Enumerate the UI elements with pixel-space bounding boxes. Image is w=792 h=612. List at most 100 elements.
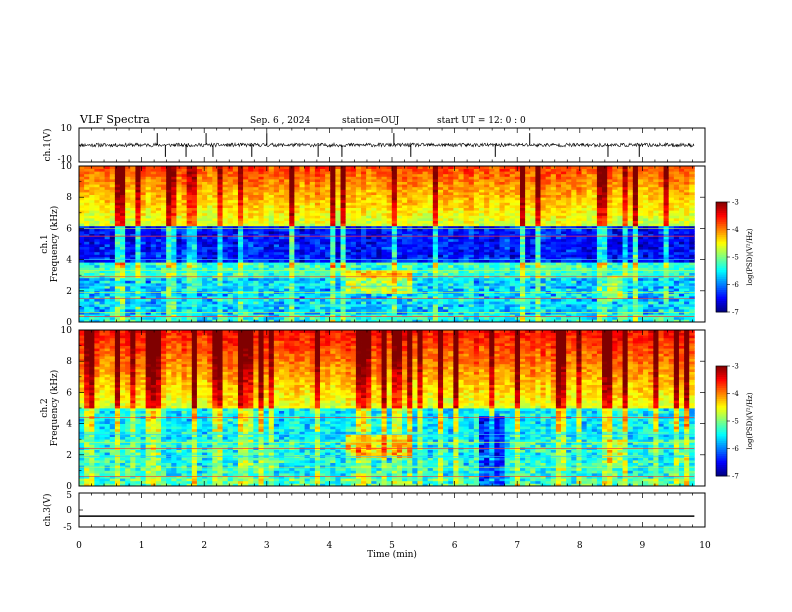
spectrogram-cell [417, 270, 423, 273]
spectrogram-cell [166, 238, 172, 242]
spectrogram-cell [89, 298, 95, 302]
spectrogram-cell [268, 272, 275, 276]
spectrogram-cell [437, 249, 444, 253]
spectrogram-cell [473, 176, 480, 180]
spectrogram-cell [284, 277, 290, 281]
spectrogram-cell [371, 277, 377, 281]
spectrogram-cell [145, 210, 152, 214]
spectrogram-cell [371, 280, 377, 284]
spectrogram-cell [99, 249, 106, 253]
spectrogram-cell [186, 223, 193, 227]
spectrogram-cell [186, 272, 193, 276]
spectrogram-cell [99, 168, 106, 172]
spectrogram-cell [355, 298, 362, 302]
spectrogram-cell [207, 173, 213, 177]
spectrogram-cell [125, 236, 131, 240]
spectrogram-cell [417, 225, 423, 229]
spectrogram-cell [258, 184, 265, 188]
spectrogram-cell [196, 296, 203, 299]
spectrogram-cell [243, 303, 249, 307]
spectrogram-cell [407, 238, 413, 242]
spectrogram-cell [268, 228, 275, 232]
spectrogram-cell [340, 192, 347, 195]
spectrogram-cell [489, 231, 495, 234]
spectrogram-cell [335, 184, 341, 188]
spectrogram-cell [448, 202, 454, 206]
spectrogram-cell [79, 303, 85, 307]
spectrogram-cell [340, 244, 347, 247]
spectrogram-cell [478, 298, 485, 302]
spectrogram-cell [202, 249, 208, 253]
spectrogram-cell [335, 199, 341, 203]
spectrogram-cell [227, 257, 234, 260]
spectrogram-cell [345, 309, 352, 312]
spectrogram-cell [412, 309, 418, 312]
spectrogram-cell [186, 199, 193, 203]
spectrogram-cell [109, 254, 116, 258]
spectrogram-cell [468, 301, 475, 305]
spectrogram-cell [202, 181, 208, 185]
spectrogram-cell [371, 272, 377, 276]
spectrogram-cell [402, 246, 408, 250]
spectrogram-cell [109, 246, 116, 250]
spectrogram-cell [155, 223, 162, 227]
spectrogram-cell [222, 210, 229, 214]
spectrogram-cell [412, 319, 418, 323]
spectrogram-cell [443, 296, 449, 299]
spectrogram-cell [278, 288, 285, 292]
spectrogram-cell [458, 301, 464, 305]
spectrogram-cell [248, 223, 254, 227]
spectrogram-cell [227, 303, 234, 307]
spectrogram-cell [278, 171, 285, 175]
spectrogram-cell [109, 293, 116, 297]
spectrogram-cell [130, 186, 136, 190]
spectrogram-cell [171, 166, 177, 169]
spectrogram-cell [453, 285, 459, 289]
spectrogram-cell [325, 298, 331, 302]
spectrogram-cell [299, 197, 306, 201]
spectrogram-cell [94, 285, 100, 289]
spectrogram-cell [243, 301, 249, 305]
spectrogram-cell [437, 215, 444, 219]
spectrogram-cell [468, 272, 475, 276]
spectrogram-cell [222, 301, 229, 305]
spectrogram-cell [468, 228, 475, 232]
spectrogram-cell [171, 296, 177, 299]
spectrogram-cell [145, 293, 152, 297]
spectrogram-cell [335, 244, 341, 247]
spectrogram-cell [371, 285, 377, 289]
spectrogram-cell [140, 171, 147, 175]
spectrogram-cell [120, 202, 126, 206]
spectrogram-cell [484, 241, 490, 245]
spectrogram-cell [340, 176, 347, 180]
spectrogram-cell [422, 293, 429, 297]
spectrogram-cell [217, 319, 223, 323]
spectrogram-cell [458, 220, 464, 224]
spectrogram-cell [196, 181, 203, 185]
spectrogram-cell [104, 285, 111, 289]
spectrogram-cell [130, 236, 136, 240]
spectrogram-cell [361, 277, 367, 281]
spectrogram-cell [243, 293, 249, 297]
spectrogram-cell [304, 176, 311, 180]
spectrogram-cell [366, 267, 372, 271]
spectrogram-cell [422, 280, 429, 284]
spectrogram-cell [376, 296, 382, 299]
spectrogram-cell [376, 264, 382, 268]
spectrogram-cell [325, 205, 331, 208]
spectrogram-cell [330, 311, 336, 315]
spectrogram-cell [371, 176, 377, 180]
spectrogram-cell [243, 272, 249, 276]
spectrogram-cell [79, 283, 85, 286]
spectrogram-cell [268, 166, 275, 169]
spectrogram-cell [417, 166, 423, 169]
spectrogram-cell [345, 186, 352, 190]
spectrogram-cell [386, 199, 393, 203]
spectrogram-cell [422, 298, 429, 302]
spectrogram-cell [114, 189, 121, 193]
spectrogram-cell [314, 319, 321, 323]
spectrogram-cell [335, 171, 341, 175]
spectrogram-cell [463, 205, 470, 208]
spectrogram-cell [248, 220, 254, 224]
spectrogram-cell [99, 301, 106, 305]
